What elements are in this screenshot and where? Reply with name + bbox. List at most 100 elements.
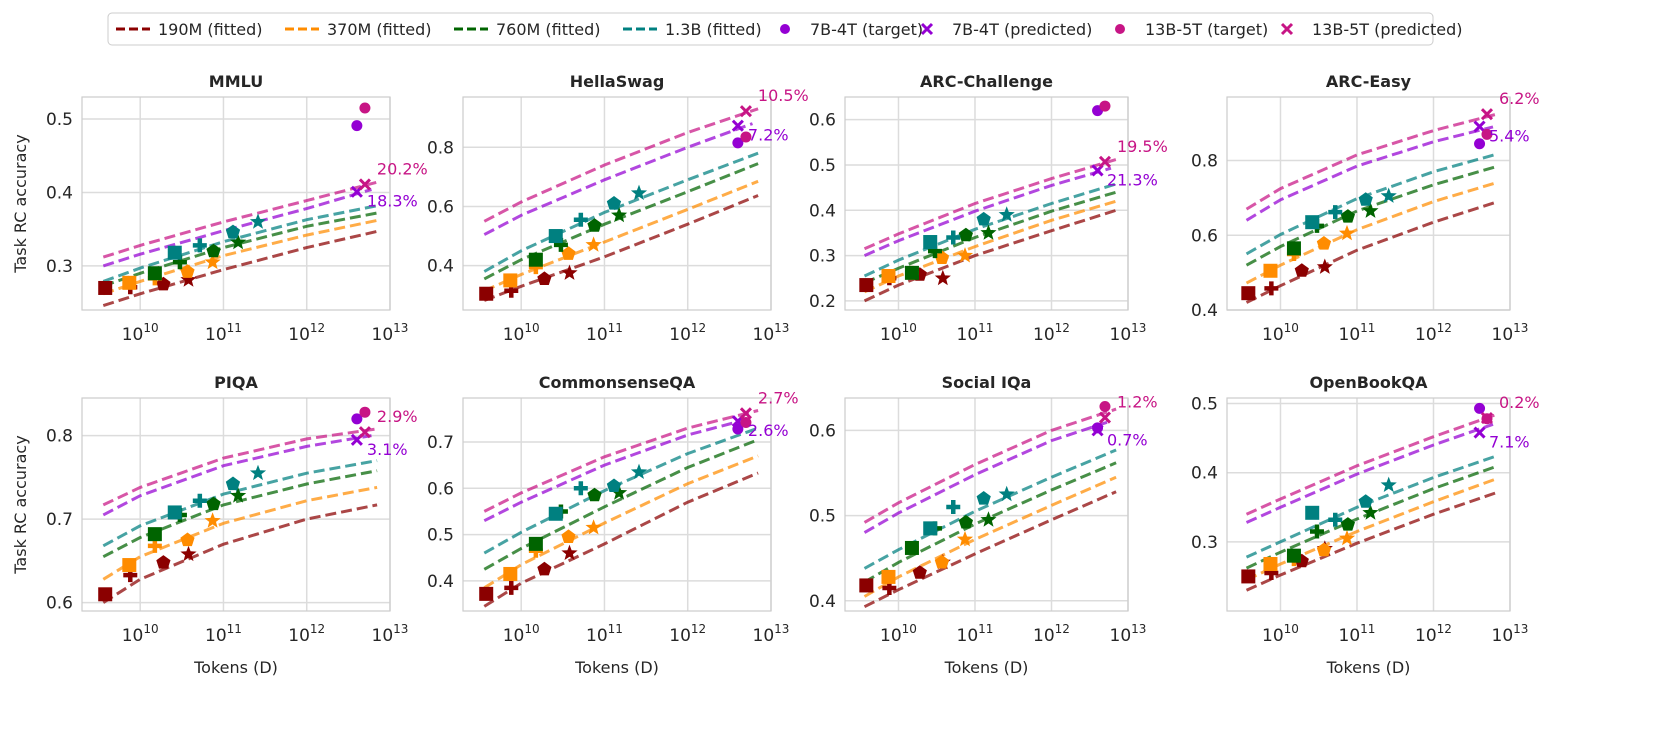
- fitted-curve-13b: [483, 107, 759, 223]
- square-marker: [98, 280, 113, 295]
- pentagon-marker: [587, 218, 602, 232]
- panel-frame: [462, 96, 772, 311]
- star-marker: [1338, 529, 1356, 546]
- pentagon-marker: [958, 227, 973, 242]
- pentagon-marker: [1294, 263, 1309, 277]
- error-annotation: 21.3%: [1107, 170, 1158, 189]
- square-marker: [1286, 548, 1301, 563]
- panel-title: OpenBookQA: [1309, 373, 1428, 392]
- target-point: [740, 417, 752, 429]
- square-marker: [528, 536, 543, 551]
- plus-marker: [573, 481, 588, 496]
- pentagon-marker: [206, 243, 221, 258]
- fitted-curve-7b: [102, 434, 372, 517]
- target-point: [1474, 138, 1486, 150]
- x-tick-label: 1010: [122, 622, 159, 646]
- panel-title: CommonsenseQA: [539, 373, 696, 392]
- x-tick-label: 1011: [586, 622, 623, 646]
- pentagon-marker: [1340, 517, 1355, 531]
- error-annotation: 10.5%: [758, 86, 809, 105]
- plus-marker: [946, 230, 961, 245]
- square-marker: [98, 587, 113, 602]
- square-marker: [147, 266, 162, 281]
- y-tick-label: 0.4: [809, 201, 836, 221]
- fitted-curve: [1245, 476, 1499, 582]
- star-marker: [611, 484, 628, 500]
- x-tick-label: 1012: [288, 321, 325, 345]
- fitted-curve-13b: [1245, 112, 1499, 211]
- y-tick-label: 0.3: [1191, 533, 1218, 553]
- predicted-point: [1480, 411, 1494, 425]
- y-axis-label: Task RC accuracy: [11, 134, 30, 273]
- pentagon-marker: [587, 487, 602, 502]
- fitted-curve-7b: [1245, 125, 1494, 222]
- pentagon-marker: [934, 554, 950, 569]
- legend-item: 7B-4T (predicted): [920, 20, 1092, 39]
- square-marker: [528, 252, 543, 267]
- pentagon-marker: [537, 561, 552, 576]
- x-tick-label: 1013: [753, 622, 790, 646]
- fitted-curve: [102, 211, 378, 288]
- star-marker: [180, 545, 197, 562]
- x-tick-label: 1013: [372, 622, 409, 646]
- panel-frame: [462, 397, 772, 612]
- pentagon-marker: [225, 224, 241, 239]
- legend-label: 370M (fitted): [327, 20, 432, 39]
- pentagon-marker: [206, 496, 221, 511]
- fitted-curve: [863, 199, 1117, 294]
- square-marker: [1286, 241, 1301, 256]
- pentagon-marker: [606, 196, 622, 210]
- error-annotation: 5.4%: [1489, 127, 1530, 146]
- pentagon-marker: [561, 246, 576, 260]
- fitted-curve: [483, 162, 759, 281]
- y-tick-label: 0.7: [427, 433, 454, 453]
- target-point: [351, 120, 363, 132]
- square-marker: [1263, 263, 1278, 278]
- x-tick-label: 1013: [1492, 622, 1529, 646]
- fitted-curve-7b: [863, 166, 1112, 257]
- plus-marker: [1328, 205, 1343, 220]
- fitted-curve: [102, 485, 378, 581]
- star-marker: [956, 530, 974, 547]
- fitted-curve: [483, 471, 759, 608]
- fitted-curve: [863, 208, 1117, 303]
- x-axis-label: Tokens (D): [944, 658, 1029, 677]
- square-marker: [1263, 556, 1278, 571]
- square-marker: [923, 521, 938, 536]
- panel-title: Social IQa: [942, 373, 1032, 392]
- pentagon-marker: [1340, 209, 1355, 223]
- fitted-curve: [863, 490, 1117, 609]
- legend-label: 190M (fitted): [158, 20, 263, 39]
- panel: MMLU 0.3 0.4 0.5 1010 1011 1012 1013 Task RC acc…: [11, 72, 428, 345]
- target-point: [732, 137, 744, 149]
- target-point: [732, 423, 744, 435]
- panel: PIQA 0.6 0.7 0.8 1010 1011 1012 1013 Tokens (D) T…: [11, 373, 418, 677]
- x-tick-label: 1013: [1110, 321, 1147, 345]
- x-tick-label: 1011: [957, 622, 994, 646]
- plus-marker: [1309, 524, 1324, 539]
- x-tick-label: 1012: [1415, 321, 1452, 345]
- predicted-point: [1091, 424, 1104, 437]
- x-tick-label: 1013: [372, 321, 409, 345]
- fitted-curve-13b: [863, 407, 1117, 524]
- y-tick-label: 0.8: [1191, 152, 1218, 172]
- error-annotation: 3.1%: [367, 440, 408, 459]
- pentagon-marker: [561, 529, 576, 543]
- predicted-point: [1473, 426, 1486, 439]
- y-tick-label: 0.4: [46, 183, 73, 203]
- y-tick-label: 0.6: [46, 594, 73, 614]
- panel: ARC-Easy 0.4 0.6 0.8 1010 1011 1012 1013 6.2% 5.4…: [1191, 72, 1540, 345]
- predicted-point: [739, 105, 752, 118]
- square-marker: [503, 273, 518, 288]
- fitted-curve-7b: [483, 416, 753, 523]
- target-point: [1092, 422, 1104, 434]
- square-marker: [167, 245, 182, 260]
- panel-frame: [81, 96, 391, 311]
- x-tick-label: 1012: [1033, 622, 1070, 646]
- star-marker: [1362, 202, 1379, 218]
- error-annotation: 0.7%: [1107, 430, 1148, 449]
- plus-marker: [573, 212, 588, 227]
- legend-item: 760M (fitted): [454, 20, 601, 39]
- legend-item: 1.3B (fitted): [623, 20, 762, 39]
